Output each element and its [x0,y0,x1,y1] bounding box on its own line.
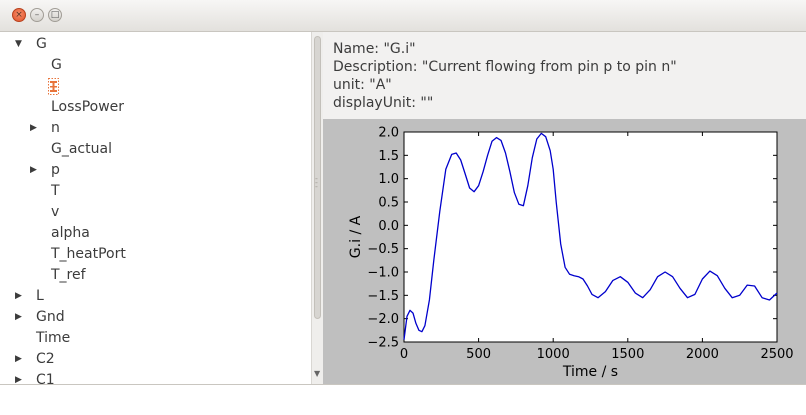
minimize-window-button[interactable]: – [30,8,44,22]
plot-frame [403,131,778,343]
title-bar: × – □ [0,0,806,32]
triangle-right-icon[interactable]: ▶ [15,375,22,384]
tree-item-gnd[interactable]: Gnd [36,309,65,325]
tree-item-p[interactable]: p [51,162,60,178]
maximize-icon: □ [50,10,60,20]
x-axis-label: Time / s [562,364,618,380]
y-tick-label: −2.5 [367,336,399,351]
x-tick-label: 1500 [611,347,644,362]
tree-item-t-heatport[interactable]: T_heatPort [51,246,126,262]
y-tick-label: 1.0 [378,172,399,187]
variable-icon[interactable] [48,78,59,95]
tree-item-n[interactable]: n [51,120,60,136]
plot-panel: 0 500 1000 1500 2000 2500 −2.5 −2.0 −1.5 −1.0 −0.5… [323,119,806,384]
triangle-right-icon[interactable]: ▶ [15,354,22,364]
triangle-right-icon[interactable]: ▶ [30,165,37,175]
scroll-down-icon[interactable]: ▼ [314,369,321,378]
series-line[interactable] [403,132,778,340]
y-tick-label: 2.0 [378,126,399,141]
variable-unit: unit: "A" [333,77,392,93]
variable-display-unit: displayUnit: "" [333,95,434,111]
y-tick-label: 0.5 [378,196,399,211]
scroll-grip-icon: ‑ ‑ ‑ [315,174,318,191]
tree-item-g-actual[interactable]: G_actual [51,141,112,157]
close-window-button[interactable]: × [12,8,26,22]
triangle-right-icon[interactable]: ▶ [15,291,22,301]
line-chart[interactable]: 0 500 1000 1500 2000 2500 −2.5 −2.0 −1.5 −1.0 −0.5… [323,119,806,384]
tree-item-alpha[interactable]: alpha [51,225,90,241]
tree-item-t-ref[interactable]: T_ref [51,267,86,283]
x-tick-label: 2500 [760,347,793,362]
x-tick-label: 2000 [686,347,719,362]
minimize-icon: – [34,10,40,20]
y-axis-label: G.i / A [348,215,364,258]
variable-description: Description: "Current flowing from pin p… [333,59,677,75]
tree-item-c1[interactable]: C1 [36,372,55,384]
y-tick-label: 1.5 [378,149,399,164]
tree-item-c2[interactable]: C2 [36,351,55,367]
x-tick-label: 500 [466,347,491,362]
y-tick-label: −0.5 [367,242,399,257]
y-tick-label: −2.0 [367,312,399,327]
triangle-down-icon[interactable]: ▼ [15,39,22,49]
tree-item-l[interactable]: L [36,288,44,304]
tree-item-v[interactable]: v [51,204,60,220]
x-tick-label: 0 [400,347,408,362]
variable-name: Name: "G.i" [333,41,416,57]
x-tick-label: 1000 [537,347,570,362]
tree-item-losspower[interactable]: LossPower [51,99,125,115]
y-tick-label: 0.0 [378,219,399,234]
tree-item-t[interactable]: T [51,183,60,199]
triangle-right-icon[interactable]: ▶ [15,312,22,322]
tree-item-g[interactable]: G [36,36,47,52]
variable-info: Name: "G.i" Description: "Current flowin… [333,40,793,112]
scrollbar-thumb[interactable] [314,36,321,319]
y-tick-label: −1.0 [367,266,399,281]
triangle-right-icon[interactable]: ▶ [30,123,37,133]
close-icon: × [15,10,23,20]
maximize-window-button[interactable]: □ [48,8,62,22]
tree-item-g[interactable]: G [51,57,62,73]
tree-item-time[interactable]: Time [36,330,71,346]
window-bottom-border [0,384,806,385]
y-tick-label: −1.5 [367,289,399,304]
tree-scrollbar[interactable]: ‑ ‑ ‑ ▼ [311,32,323,384]
